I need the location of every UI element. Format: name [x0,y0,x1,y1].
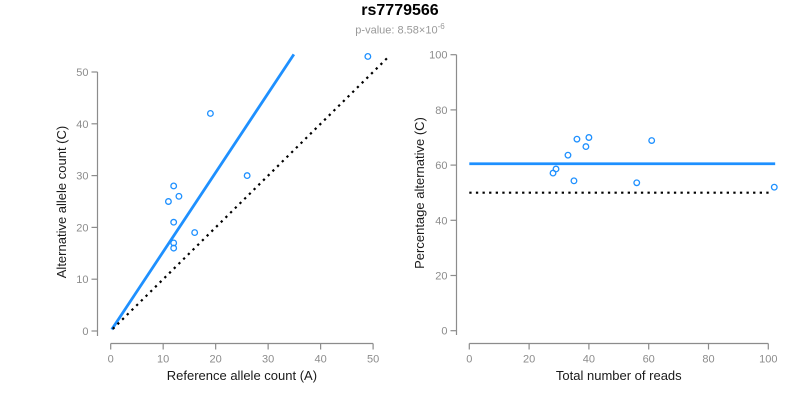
x-tick-label: 20 [523,354,535,366]
y-tick-label: 0 [441,326,447,338]
y-tick-label: 60 [435,160,447,172]
y-tick-label: 0 [82,326,88,338]
data-point [170,182,178,190]
fit-line [110,53,296,331]
data-point [648,137,656,144]
y-axis-title: Percentage alternative (C) [412,117,427,269]
y-tick-label: 40 [76,119,88,131]
x-tick-label: 60 [643,354,655,366]
x-tick-label: 100 [759,354,777,366]
left-scatter-plot: 0 10 20 30 40 50 0 10 20 30 40 50 Reference allele c… [54,53,389,383]
y-tick-label: 40 [435,215,447,227]
data-point [170,218,178,226]
data-point [570,177,578,185]
data-point [582,143,590,151]
x-axis-title: Total number of reads [556,368,682,383]
data-point [549,169,557,177]
y-tick-label: 20 [76,222,88,234]
data-point [564,151,572,159]
pvalue-text: p-value: 8.58×10 [355,24,438,37]
data-point [170,244,178,252]
x-tick-label: 80 [702,354,714,366]
data-point [364,53,372,60]
y-axis-title: Alternative allele count (C) [54,126,69,278]
y-tick-label: 50 [76,67,88,79]
x-tick-label: 50 [367,354,379,366]
x-tick-label: 0 [108,354,114,366]
title-block: rs7779566 p-value: 8.58×10-6 [0,1,800,38]
plot-subtitle: p-value: 8.58×10-6 [0,20,800,38]
pvalue-exponent: -6 [437,22,445,31]
y-tick-label: 80 [435,105,447,117]
x-tick-label: 30 [262,354,274,366]
data-point [770,183,778,191]
x-tick-label: 40 [314,354,326,366]
y-tick-label: 20 [435,271,447,283]
data-point [206,109,214,117]
x-tick-label: 10 [157,354,169,366]
right-scatter-plot: 0 20 40 60 80 100 0 20 40 60 80 100 Total number of … [412,50,778,383]
y-tick-label: 30 [76,171,88,183]
x-axis-title: Reference allele count (A) [167,368,317,383]
x-tick-label: 20 [210,354,222,366]
y-tick-label: 10 [76,274,88,286]
x-tick-label: 40 [583,354,595,366]
x-tick-label: 0 [466,354,472,366]
data-point [191,229,199,237]
y-tick-label: 100 [429,50,447,62]
data-point [573,135,581,143]
identity-line [112,56,389,330]
data-point [164,198,172,205]
data-point [243,172,251,180]
data-point [585,134,593,141]
data-point [175,192,183,200]
plot-title: rs7779566 [361,2,439,19]
data-point [633,179,641,187]
